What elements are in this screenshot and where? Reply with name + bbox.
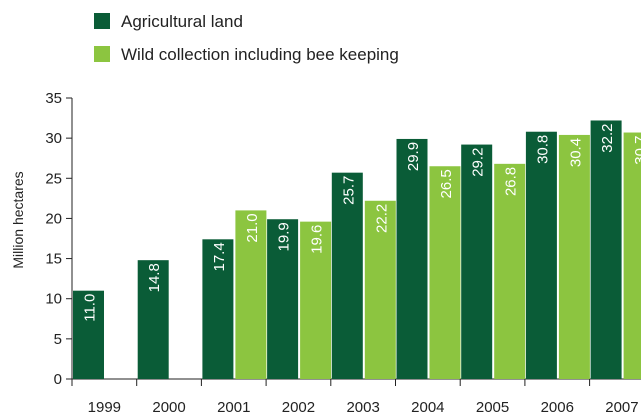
legend-swatch-wild-collection <box>94 46 110 62</box>
bar-wild-collection <box>364 200 396 379</box>
data-label: 29.9 <box>405 142 422 171</box>
y-tick-label: 10 <box>45 291 62 308</box>
data-label: 21.0 <box>244 213 261 242</box>
bar-agricultural-land <box>461 144 493 379</box>
bar-wild-collection <box>558 134 590 379</box>
x-tick-label: 2006 <box>541 399 574 414</box>
y-tick-label: 35 <box>45 90 62 107</box>
bar-agricultural-land <box>73 290 104 379</box>
legend-label-agricultural-land: Agricultural land <box>121 12 243 31</box>
x-tick-label: 2001 <box>217 399 250 414</box>
data-label: 30.4 <box>567 138 584 167</box>
data-label: 22.2 <box>373 204 390 233</box>
x-tick-label: 2003 <box>346 399 379 414</box>
x-tick-label: 2007 <box>605 399 638 414</box>
y-tick-label: 15 <box>45 251 62 268</box>
data-label: 32.2 <box>599 123 616 152</box>
x-tick-label: 1999 <box>88 399 121 414</box>
bar-agricultural-land <box>202 239 234 379</box>
legend-label-wild-collection: Wild collection including bee keeping <box>121 45 399 64</box>
legend: Agricultural land Wild collection includ… <box>94 12 399 64</box>
bar-agricultural-land <box>267 219 299 379</box>
y-axis: 0 5 10 15 20 25 30 35 <box>45 90 73 388</box>
data-label: 17.4 <box>211 242 228 271</box>
y-tick-label: 25 <box>45 170 62 187</box>
data-label: 26.8 <box>503 167 520 196</box>
bar-agricultural-land <box>525 131 557 379</box>
data-label: 19.9 <box>276 222 293 251</box>
x-tick-label: 2004 <box>411 399 444 414</box>
data-label: 11.0 <box>82 294 99 322</box>
data-label: 25.7 <box>340 176 357 205</box>
legend-swatch-agricultural-land <box>94 13 110 29</box>
bar-wild-collection <box>235 210 267 379</box>
bar-agricultural-land <box>137 260 169 379</box>
data-label: 30.8 <box>534 135 551 164</box>
data-label: 30.7 <box>632 136 641 165</box>
bar-wild-collection <box>623 132 641 379</box>
bar-agricultural-land <box>396 138 428 379</box>
bars: 11.0 14.8 17.4 21.0 19.9 19.6 25.7 22.2 29.9 26.5… <box>73 120 641 379</box>
y-tick-label: 0 <box>54 371 62 388</box>
x-tick-label: 2005 <box>476 399 509 414</box>
y-tick-label: 20 <box>45 210 62 227</box>
bar-wild-collection <box>300 221 332 379</box>
data-label: 29.2 <box>470 148 487 177</box>
x-axis: 1999 2000 2001 2002 2003 2004 2005 2006 2007 <box>71 378 641 414</box>
y-axis-title: Million hectares <box>10 171 26 268</box>
data-label: 26.5 <box>438 169 455 198</box>
y-tick-label: 5 <box>54 331 62 348</box>
bar-wild-collection <box>429 166 461 379</box>
data-label: 19.6 <box>309 225 326 254</box>
bar-wild-collection <box>494 163 526 379</box>
data-label: 14.8 <box>146 263 163 292</box>
bar-agricultural-land <box>590 120 622 379</box>
x-tick-label: 2002 <box>282 399 315 414</box>
x-tick-label: 2000 <box>152 399 185 414</box>
bar-agricultural-land <box>331 172 363 379</box>
y-tick-label: 30 <box>45 130 62 147</box>
